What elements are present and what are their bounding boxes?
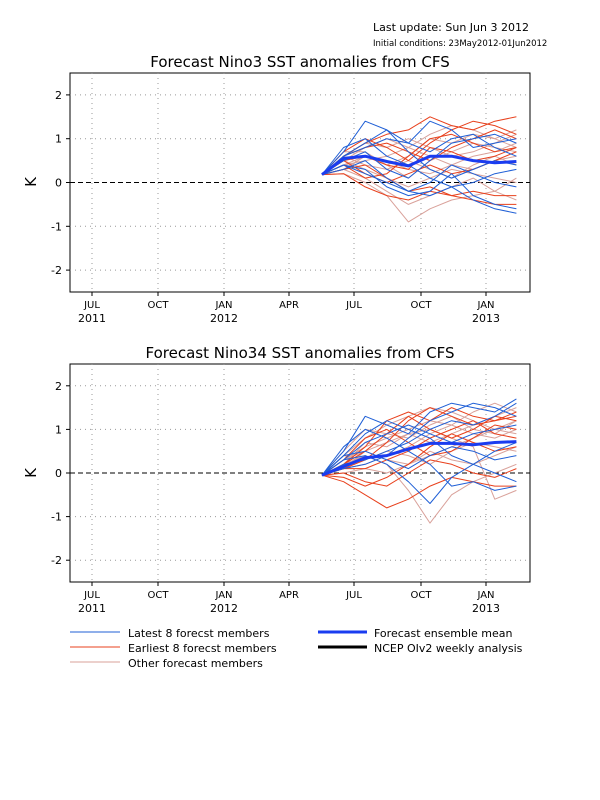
- legend-label-other: Other forecast members: [128, 657, 263, 670]
- series-earliest-member: [321, 433, 517, 487]
- x-tick-label: OCT: [148, 590, 170, 601]
- legend: Latest 8 forecst members Earliest 8 fore…: [70, 627, 523, 670]
- legend-label-latest: Latest 8 forecst members: [128, 627, 270, 640]
- x-tick-year-label: 2011: [78, 602, 106, 615]
- x-tick-year-label: 2013: [472, 312, 500, 325]
- series-latest-member: [321, 446, 517, 476]
- x-tick-label: JAN: [214, 590, 232, 601]
- legend-label-earliest: Earliest 8 forecst members: [128, 642, 277, 655]
- series-ensemble-mean: [321, 154, 517, 176]
- nino34-chart: Forecast Nino34 SST anomalies from CFS K…: [22, 344, 531, 615]
- x-tick-label: JUL: [83, 300, 100, 311]
- y-tick-label: -2: [51, 554, 62, 567]
- x-tick-label: OCT: [411, 300, 433, 311]
- last-update-text: Last update: Sun Jun 3 2012: [373, 21, 529, 34]
- series-earliest-member: [321, 459, 517, 487]
- y-tick-label: 2: [55, 89, 62, 102]
- y-tick-label: 2: [55, 380, 62, 393]
- series-latest-member: [321, 420, 517, 483]
- chart-title: Forecast Nino3 SST anomalies from CFS: [150, 53, 449, 71]
- series-latest-member: [321, 398, 517, 476]
- y-tick-label: -2: [51, 264, 62, 277]
- series-earliest-member: [321, 407, 517, 476]
- y-tick-label: 0: [55, 467, 62, 480]
- y-axis-label: K: [22, 467, 40, 478]
- x-tick-label: JAN: [214, 300, 232, 311]
- series-other-member: [321, 173, 517, 223]
- series-latest-member: [321, 442, 517, 504]
- y-tick-label: -1: [51, 220, 62, 233]
- y-tick-label: -1: [51, 511, 62, 524]
- series-other-member: [321, 407, 517, 476]
- x-tick-label: OCT: [148, 300, 170, 311]
- x-tick-label: APR: [279, 590, 299, 601]
- series-latest-member: [321, 120, 517, 175]
- x-tick-year-label: 2012: [210, 602, 238, 615]
- x-tick-label: OCT: [411, 590, 433, 601]
- x-tick-year-label: 2012: [210, 312, 238, 325]
- series-earliest-member: [321, 120, 517, 175]
- series-latest-member: [321, 160, 517, 192]
- series-other-member: [321, 428, 517, 500]
- series-earliest-member: [321, 420, 517, 476]
- x-tick-label: JAN: [476, 590, 494, 601]
- series-latest-member: [321, 428, 517, 491]
- series-ensemble-mean: [321, 440, 517, 477]
- y-tick-label: 1: [55, 133, 62, 146]
- x-tick-label: APR: [279, 300, 299, 311]
- initial-conditions-text: Initial conditions: 23May2012-01Jun2012: [373, 39, 547, 49]
- y-tick-label: 0: [55, 177, 62, 190]
- nino3-chart: Forecast Nino3 SST anomalies from CFS K …: [22, 53, 531, 325]
- y-tick-label: 1: [55, 423, 62, 436]
- x-tick-label: JUL: [345, 590, 362, 601]
- x-tick-label: JAN: [476, 300, 494, 311]
- series-latest-member: [321, 164, 517, 210]
- y-axis-label: K: [22, 176, 40, 187]
- legend-label-ncep: NCEP OIv2 weekly analysis: [374, 642, 523, 655]
- series-earliest-member: [321, 173, 517, 205]
- series-latest-member: [321, 424, 517, 476]
- chart-title: Forecast Nino34 SST anomalies from CFS: [145, 344, 454, 362]
- x-tick-label: JUL: [83, 590, 100, 601]
- series-latest-member: [321, 120, 517, 175]
- series-earliest-member: [321, 407, 517, 476]
- x-tick-year-label: 2013: [472, 602, 500, 615]
- series-other-member: [321, 168, 517, 205]
- x-tick-label: JUL: [345, 300, 362, 311]
- x-tick-year-label: 2011: [78, 312, 106, 325]
- legend-label-mean: Forecast ensemble mean: [374, 627, 513, 640]
